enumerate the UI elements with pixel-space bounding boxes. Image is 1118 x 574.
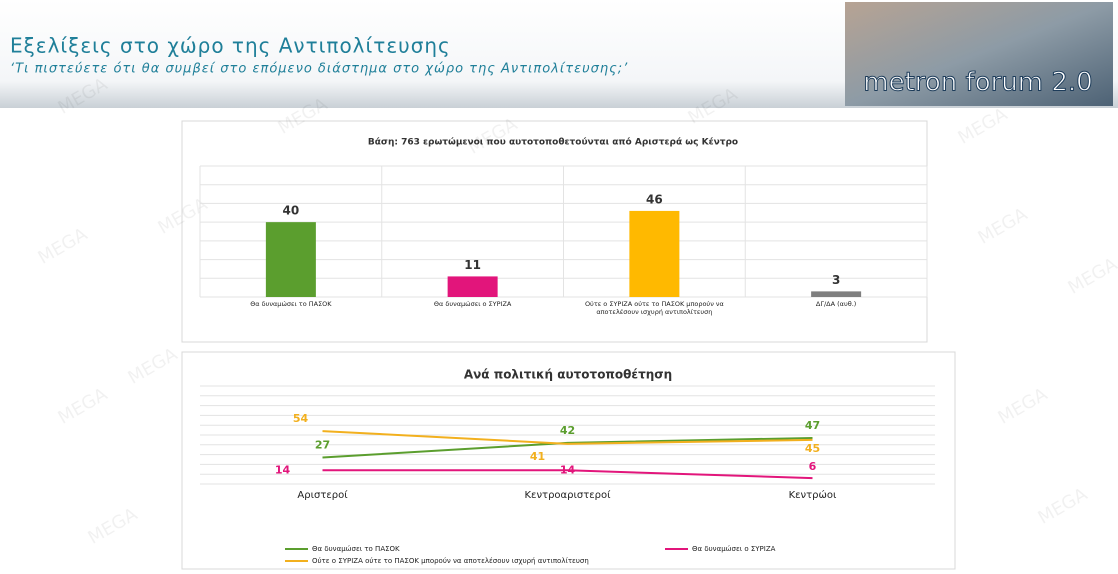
x-tick-label-box: Ούτε ο ΣΥΡΙΖΑ ούτε το ΠΑΣΟΚ μπορούν να α…	[584, 300, 724, 316]
x-tick-label-box: Θα δυναμώσει ο ΣΥΡΙΖΑ	[433, 300, 512, 308]
legend-label: Ούτε ο ΣΥΡΙΖΑ ούτε το ΠΑΣΟΚ μπορούν να α…	[312, 557, 589, 565]
x-tick-label: Αριστεροί	[297, 489, 348, 501]
watermark: MEGA	[955, 104, 1012, 149]
watermark: MEGA	[125, 344, 182, 389]
watermark: MEGA	[85, 504, 142, 549]
data-label: 11	[464, 258, 481, 272]
x-tick-label-box: ΔΓ/ΔΑ (αυθ.)	[815, 300, 857, 308]
x-tick-label: Θα δυναμώσει ο ΣΥΡΙΖΑ	[433, 300, 512, 308]
subtitle: ‘Τι πιστεύετε ότι θα συμβεί στο επόμενο …	[10, 62, 628, 77]
x-tick-label-box: Θα δυναμώσει το ΠΑΣΟΚ	[250, 300, 332, 308]
watermark: MEGA	[1065, 254, 1118, 299]
chart-panel	[181, 351, 956, 570]
x-tick-label: Ούτε ο ΣΥΡΙΖΑ ούτε το ΠΑΣΟΚ μπορούν να α…	[584, 300, 724, 316]
x-tick-label: Κεντρώοι	[789, 489, 837, 501]
title: Εξελίξεις στο χώρο της Αντιπολίτευσης	[10, 34, 451, 58]
data-label: 14	[275, 463, 291, 476]
bar	[811, 291, 862, 297]
chart-title: Βάση: 763 ερωτώμενοι που αυτοτοποθετούντ…	[368, 137, 738, 148]
data-label: 14	[560, 463, 576, 476]
data-label: 40	[283, 204, 300, 218]
x-tick-label: Κεντροαριστεροί	[525, 489, 612, 501]
data-label: 27	[315, 439, 330, 452]
bar	[265, 222, 316, 297]
legend-label: Θα δυναμώσει το ΠΑΣΟΚ	[312, 545, 400, 553]
data-label: 45	[805, 442, 820, 455]
x-tick-label: Θα δυναμώσει το ΠΑΣΟΚ	[250, 300, 332, 308]
legend-label: Θα δυναμώσει ο ΣΥΡΙΖΑ	[692, 545, 776, 553]
watermark: MEGA	[1035, 484, 1092, 529]
watermark: MEGA	[995, 384, 1052, 429]
watermark: MEGA	[55, 384, 112, 429]
data-label: 6	[809, 460, 817, 473]
logo-text: metron forum 2.0	[863, 68, 1092, 98]
line	[322, 430, 813, 445]
data-label: 54	[293, 412, 309, 425]
line	[322, 469, 813, 480]
logo-image	[845, 2, 1113, 106]
watermark: MEGA	[35, 224, 92, 269]
bar	[629, 210, 680, 297]
bar	[447, 276, 498, 297]
data-label: 47	[805, 419, 820, 432]
x-tick-label: ΔΓ/ΔΑ (αυθ.)	[815, 300, 857, 308]
data-label: 3	[832, 273, 840, 287]
chart-title: Ανά πολιτική αυτοτοποθέτηση	[464, 368, 672, 382]
data-label: 42	[560, 424, 575, 437]
watermark: MEGA	[975, 204, 1032, 249]
data-label: 46	[646, 192, 663, 206]
data-label: 41	[530, 450, 545, 463]
